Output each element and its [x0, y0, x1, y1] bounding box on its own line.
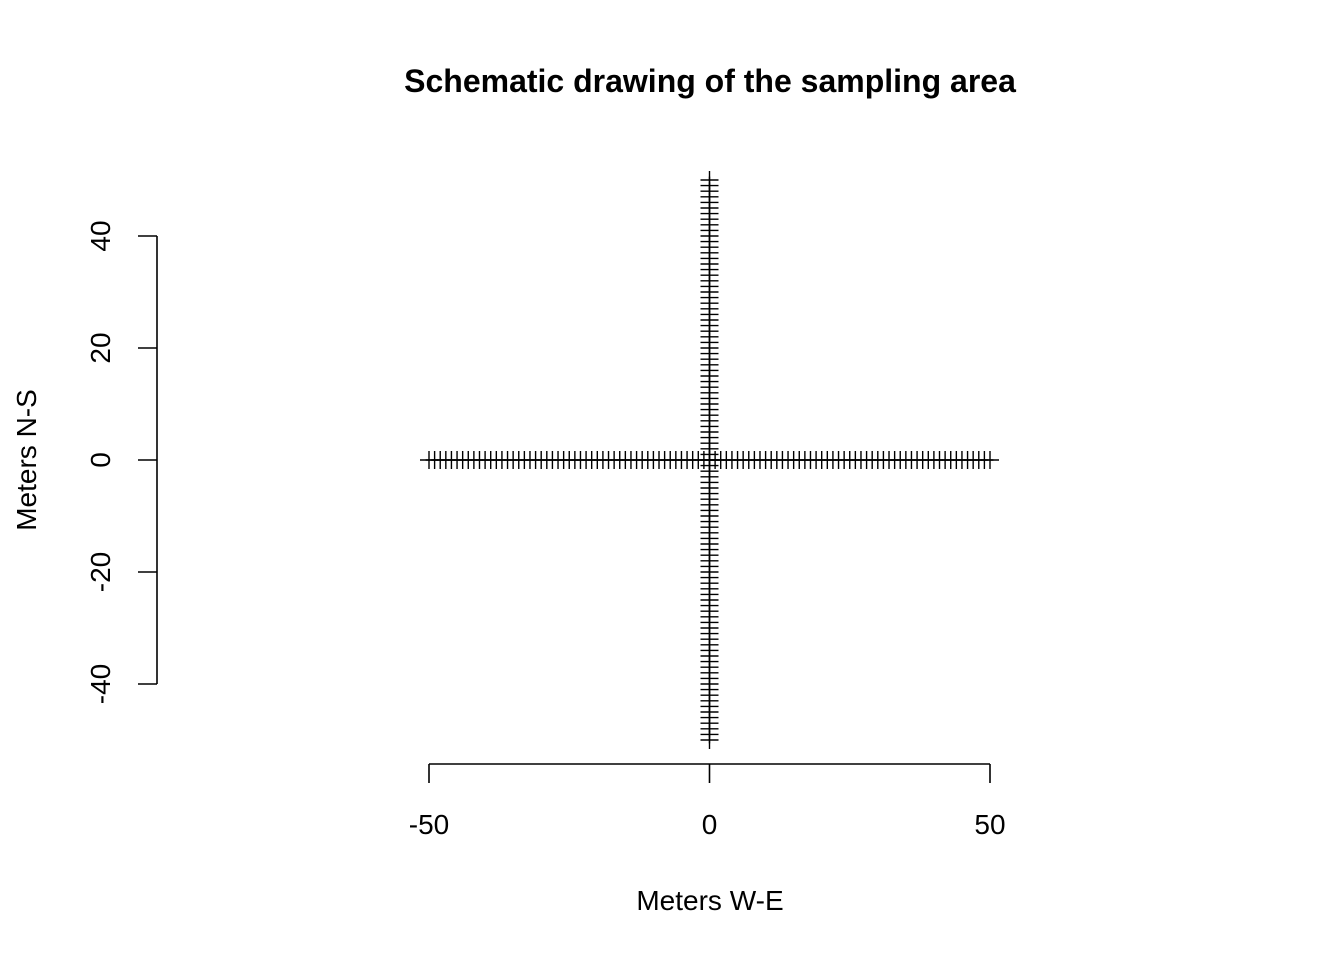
y-axis: -40 -20 0 20 40	[85, 220, 158, 704]
y-tick-label: 0	[85, 452, 116, 468]
data-point	[981, 451, 999, 469]
x-tick-label: 0	[702, 809, 718, 840]
x-tick-label: 50	[974, 809, 1005, 840]
x-axis-label: Meters W-E	[636, 885, 783, 916]
y-tick-label: 20	[85, 332, 116, 363]
chart-title: Schematic drawing of the sampling area	[404, 63, 1016, 99]
y-tick-label: -40	[85, 664, 116, 704]
data-points	[420, 171, 999, 749]
x-tick-label: -50	[409, 809, 449, 840]
y-tick-label: 40	[85, 220, 116, 251]
x-axis: -50 0 50	[409, 763, 1006, 840]
data-point	[700, 171, 719, 189]
y-tick-label: -20	[85, 552, 116, 592]
y-axis-label: Meters N-S	[11, 389, 42, 531]
